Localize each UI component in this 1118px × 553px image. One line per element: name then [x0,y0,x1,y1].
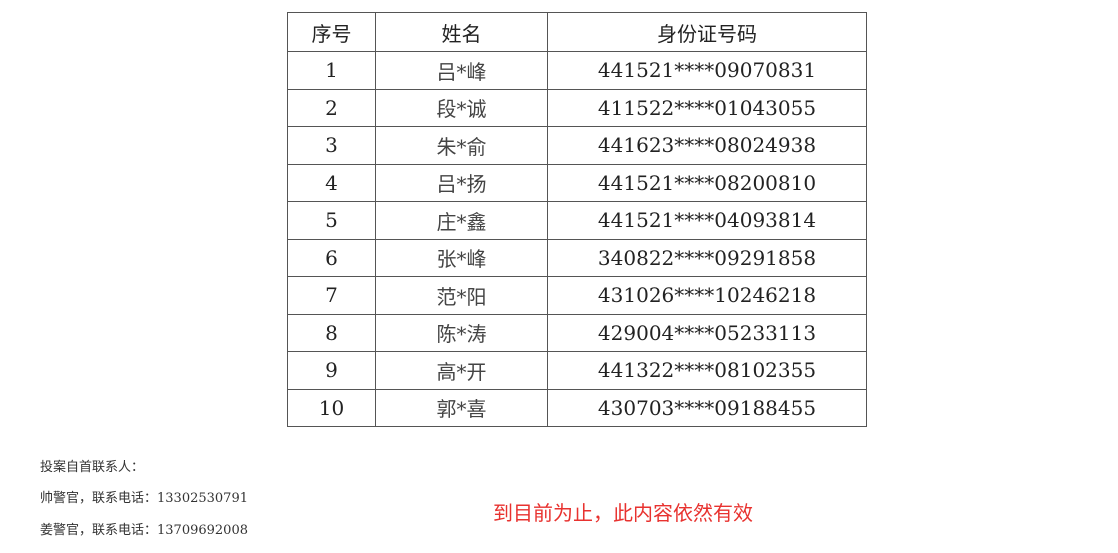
cell-name: 吕*扬 [375,163,548,202]
cell-name: 郭*喜 [375,388,548,427]
header-number: 序号 [287,12,376,52]
header-id: 身份证号码 [547,12,867,52]
cell-number: 6 [287,238,376,277]
cell-id: 441623****08024938 [547,126,867,165]
cell-id: 441521****08200810 [547,163,867,202]
cell-name: 范*阳 [375,276,548,315]
table-row: 8 陈*涛 429004****05233113 [287,313,867,352]
cell-number: 10 [287,388,376,427]
cell-name: 朱*俞 [375,126,548,165]
cell-id: 441322****08102355 [547,351,867,390]
table-row: 9 高*开 441322****08102355 [287,351,867,390]
cell-name: 张*峰 [375,238,548,277]
cell-id: 430703****09188455 [547,388,867,427]
header-name: 姓名 [375,12,548,52]
cell-id: 441521****09070831 [547,51,867,90]
cell-name: 高*开 [375,351,548,390]
validity-notice: 到目前为止，此内容依然有效 [493,501,753,525]
cell-number: 2 [287,88,376,127]
table-row: 7 范*阳 431026****10246218 [287,276,867,315]
suspect-table: 序号 姓名 身份证号码 1 吕*峰 441521****09070831 2 段*诚 41… [287,12,867,427]
cell-name: 吕*峰 [375,51,548,90]
table-row: 3 朱*俞 441623****08024938 [287,126,867,165]
table-row: 10 郭*喜 430703****09188455 [287,388,867,427]
cell-id: 431026****10246218 [547,276,867,315]
cell-number: 8 [287,313,376,352]
cell-number: 3 [287,126,376,165]
cell-name: 段*诚 [375,88,548,127]
cell-number: 9 [287,351,376,390]
cell-id: 340822****09291858 [547,238,867,277]
cell-id: 429004****05233113 [547,313,867,352]
table-row: 5 庄*鑫 441521****04093814 [287,201,867,240]
table-body: 1 吕*峰 441521****09070831 2 段*诚 411522****0104… [287,51,867,427]
contact-line: 帅警官，联系电话：13302530791 [40,491,248,506]
cell-number: 7 [287,276,376,315]
table-row: 2 段*诚 411522****01043055 [287,88,867,127]
contact-line: 姜警官，联系电话：13709692008 [40,523,248,538]
table-header-row: 序号 姓名 身份证号码 [287,12,867,52]
table-row: 1 吕*峰 441521****09070831 [287,51,867,90]
cell-name: 庄*鑫 [375,201,548,240]
cell-id: 411522****01043055 [547,88,867,127]
cell-name: 陈*涛 [375,313,548,352]
cell-id: 441521****04093814 [547,201,867,240]
contacts-heading: 投案自首联系人： [40,460,145,475]
cell-number: 1 [287,51,376,90]
table-row: 6 张*峰 340822****09291858 [287,238,867,277]
table-row: 4 吕*扬 441521****08200810 [287,163,867,202]
cell-number: 5 [287,201,376,240]
cell-number: 4 [287,163,376,202]
